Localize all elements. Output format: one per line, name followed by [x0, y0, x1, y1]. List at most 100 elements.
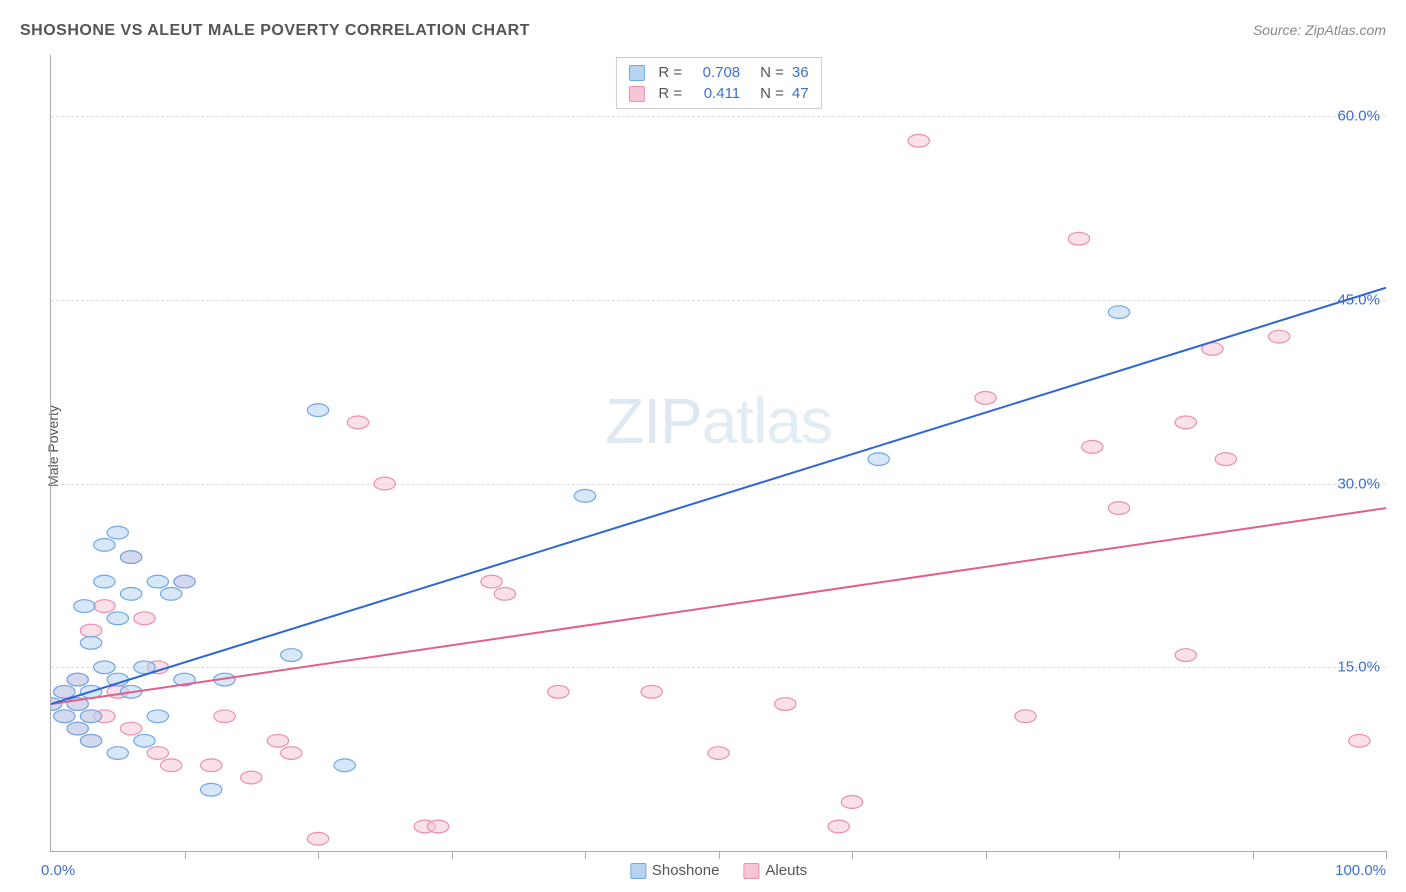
data-point: [641, 685, 662, 698]
legend-swatch: [743, 863, 759, 879]
data-point: [775, 698, 796, 711]
data-point: [481, 575, 502, 588]
data-point: [334, 759, 355, 772]
x-tick: [1386, 851, 1387, 859]
data-point: [67, 722, 88, 735]
legend-item: Shoshone: [630, 862, 720, 879]
data-point: [975, 392, 996, 405]
data-point: [54, 685, 75, 698]
data-point: [1215, 453, 1236, 466]
data-point: [74, 600, 95, 613]
legend-swatch: [628, 65, 644, 81]
data-point: [1349, 734, 1370, 747]
legend-item: Aleuts: [743, 862, 807, 879]
data-point: [147, 575, 168, 588]
data-point: [107, 612, 128, 625]
n-value: 47: [792, 85, 809, 102]
data-point: [1082, 441, 1103, 454]
data-point: [1108, 502, 1129, 515]
x-tick: [452, 851, 453, 859]
data-point: [868, 453, 889, 466]
series-legend: Shoshone Aleuts: [630, 862, 807, 879]
data-point: [67, 673, 88, 686]
data-point: [281, 649, 302, 662]
correlation-legend-row: R = 0.708 N = 36: [628, 62, 808, 83]
r-label: R =: [658, 85, 682, 102]
data-point: [94, 600, 115, 613]
data-point: [828, 820, 849, 833]
correlation-legend-row: R = 0.411 N = 47: [628, 83, 808, 104]
data-point: [281, 747, 302, 760]
data-point: [494, 587, 515, 600]
data-point: [120, 722, 141, 735]
x-tick: [986, 851, 987, 859]
data-point: [347, 416, 368, 429]
source-value: ZipAtlas.com: [1305, 22, 1386, 38]
data-point: [201, 783, 222, 796]
data-point: [267, 734, 288, 747]
data-point: [107, 526, 128, 539]
r-value: 0.411: [690, 85, 740, 102]
data-point: [94, 575, 115, 588]
n-label: N =: [760, 85, 784, 102]
x-tick: [185, 851, 186, 859]
n-value: 36: [792, 64, 809, 81]
data-point: [120, 587, 141, 600]
data-point: [80, 710, 101, 723]
legend-swatch: [630, 863, 646, 879]
data-point: [160, 587, 181, 600]
data-point: [841, 796, 862, 809]
x-axis-end-label: 100.0%: [1335, 862, 1386, 879]
data-point: [134, 612, 155, 625]
data-point: [548, 685, 569, 698]
x-tick: [318, 851, 319, 859]
n-label: N =: [760, 64, 784, 81]
x-tick: [585, 851, 586, 859]
source-attribution: Source: ZipAtlas.com: [1253, 22, 1386, 38]
data-point: [1175, 649, 1196, 662]
legend-swatch: [628, 86, 644, 102]
trend-line: [51, 288, 1386, 704]
x-tick: [1119, 851, 1120, 859]
data-point: [120, 551, 141, 564]
data-point: [574, 489, 595, 502]
legend-label: Aleuts: [765, 862, 807, 879]
data-point: [214, 710, 235, 723]
x-tick: [719, 851, 720, 859]
data-point: [80, 636, 101, 649]
chart-title: SHOSHONE VS ALEUT MALE POVERTY CORRELATI…: [20, 22, 530, 40]
data-point: [307, 404, 328, 417]
data-point: [241, 771, 262, 784]
data-point: [80, 734, 101, 747]
data-point: [174, 575, 195, 588]
data-point: [307, 832, 328, 845]
r-label: R =: [658, 64, 682, 81]
legend-label: Shoshone: [652, 862, 720, 879]
chart-svg: [51, 55, 1386, 851]
data-point: [1068, 232, 1089, 245]
data-point: [94, 538, 115, 551]
data-point: [54, 710, 75, 723]
data-point: [1175, 416, 1196, 429]
data-point: [427, 820, 448, 833]
x-tick: [1253, 851, 1254, 859]
correlation-legend: R = 0.708 N = 36 R = 0.411 N = 47: [615, 57, 821, 109]
trend-line: [51, 508, 1386, 704]
source-label: Source:: [1253, 22, 1301, 38]
data-point: [708, 747, 729, 760]
x-tick: [852, 851, 853, 859]
r-value: 0.708: [690, 64, 740, 81]
chart-container: SHOSHONE VS ALEUT MALE POVERTY CORRELATI…: [0, 0, 1406, 892]
data-point: [107, 747, 128, 760]
data-point: [134, 734, 155, 747]
data-point: [80, 624, 101, 637]
data-point: [201, 759, 222, 772]
data-point: [160, 759, 181, 772]
data-point: [94, 661, 115, 674]
x-axis-start-label: 0.0%: [41, 862, 75, 879]
data-point: [147, 747, 168, 760]
data-point: [1269, 330, 1290, 343]
data-point: [1108, 306, 1129, 319]
plot-area: ZIPatlas R =0.708N =36R =0.411N =47 0.0%…: [50, 55, 1386, 852]
data-point: [908, 134, 929, 147]
